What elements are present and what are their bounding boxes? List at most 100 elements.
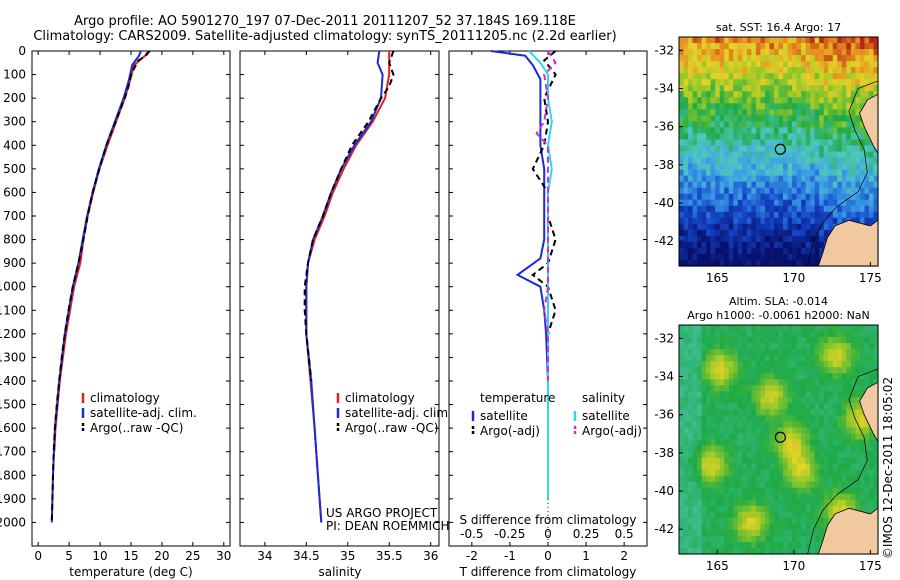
map-cell [796,421,802,429]
map-cell [832,475,838,483]
map-cell [832,349,838,356]
map-cell [742,181,748,189]
map-cell [751,205,757,213]
map-cell [792,229,798,237]
map-cell [692,487,698,495]
map-cell [773,253,780,261]
map-cell [864,163,870,171]
map-cell [679,223,685,231]
map-cell [755,145,762,153]
map-cell [823,451,829,459]
map-cell [715,469,721,477]
map-cell [679,325,685,332]
map-cell [679,505,685,513]
map-cell [778,505,784,513]
map-cell [683,511,689,519]
map-cell [773,211,780,219]
map-cell [760,415,766,423]
map-cell [706,121,712,128]
map-cell [746,487,752,495]
map-cell [769,481,775,489]
map-cell [850,379,856,386]
map-cell [841,121,847,128]
map-cell [746,439,752,447]
map-cell [755,253,762,261]
map-cell [697,475,703,483]
map-cell [864,325,870,332]
map-cell [864,361,870,368]
map-cell [715,457,721,465]
map-cell [810,169,816,177]
map-cell [814,169,820,177]
map-cell [805,469,811,477]
map-cell [801,445,807,453]
map-cell [850,67,856,74]
map-cell [683,505,689,513]
x-axis-label: salinity [318,565,361,579]
map-cell [859,163,866,171]
map-cell [819,211,825,219]
map-cell [864,445,870,453]
map-cell [792,55,798,62]
map-cell [823,337,829,344]
map-cell [819,205,825,213]
map-cell [764,229,771,237]
map-cell [805,247,811,255]
map-cell [828,391,834,398]
x-tick-label: -2 [466,549,478,563]
map-cell [846,37,852,44]
map-cell [764,163,771,171]
map-cell [846,79,852,86]
map-cell [697,457,703,465]
map-cell [810,91,816,98]
map-cell [819,361,825,368]
map-cell [801,217,807,225]
map-cell [846,385,852,392]
map-cell [697,493,703,501]
map-cell [715,391,721,398]
map-cell [746,511,752,519]
map-cell [814,529,820,537]
map-cell [701,253,707,261]
map-cell [755,229,762,237]
map-cell [769,325,775,332]
map-cell [724,151,730,159]
map-cell [823,517,829,525]
map-cell [778,43,784,50]
map-cell [801,91,807,98]
map-cell [864,73,870,80]
map-cell [819,127,825,135]
map-cell [746,457,752,465]
map-cell [814,205,820,213]
map-cell [733,37,739,44]
map-cell [773,421,780,429]
map-cell [710,499,716,507]
map-cell [683,535,689,543]
map-cell [755,109,762,116]
map-cell [773,187,780,195]
map-cell [778,535,784,543]
map-cell [778,445,784,453]
map-cell [873,367,879,374]
map-cell [787,463,793,471]
map-cell [859,349,866,356]
map-cell [724,547,730,555]
map-cell [810,331,816,338]
map-cell [683,409,689,416]
map-cell [701,355,707,362]
map-cell [868,475,875,483]
map-cell [792,235,798,243]
map-cell [783,493,789,501]
map-cell [746,349,752,356]
map-cell [846,157,852,165]
map-cell [837,55,843,62]
legend-heading: salinity [582,391,625,405]
map-cell [737,91,743,98]
map-cell [796,415,802,423]
map-cell [733,49,739,56]
map-cell [755,205,762,213]
map-cell [724,61,730,68]
map-cell [746,403,752,410]
map-cell [719,331,725,338]
map-cell [746,175,752,183]
